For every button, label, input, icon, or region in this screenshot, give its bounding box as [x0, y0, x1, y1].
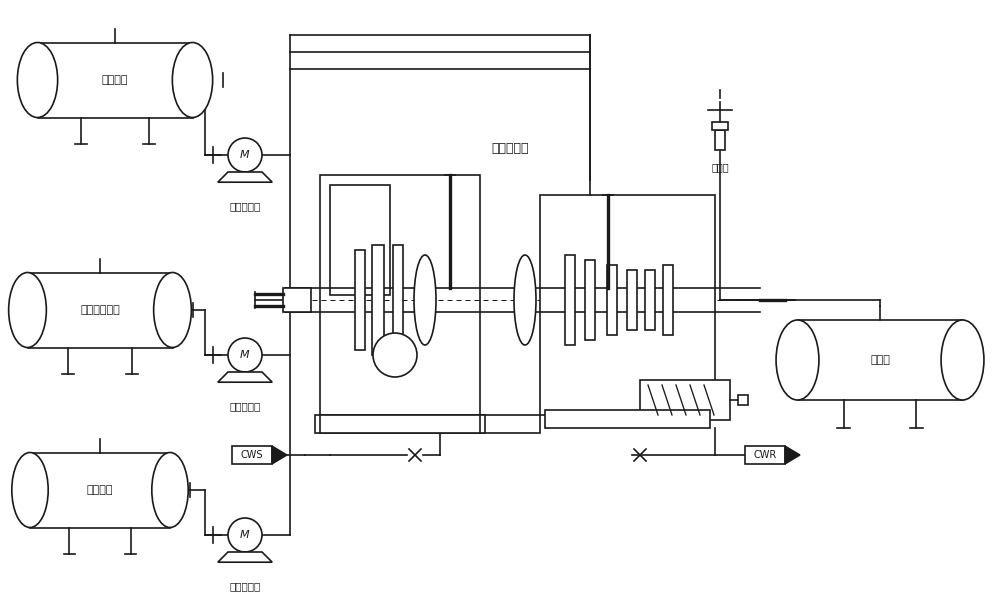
Text: 产物罐: 产物罐 — [870, 355, 890, 365]
Bar — [545, 410, 710, 428]
Polygon shape — [272, 446, 287, 464]
Text: CWS: CWS — [241, 450, 263, 460]
Bar — [645, 270, 655, 330]
Text: 液氯储罐: 液氯储罐 — [102, 75, 128, 85]
Bar — [607, 265, 617, 335]
Bar — [355, 250, 365, 350]
Bar — [712, 122, 728, 130]
Bar — [640, 380, 730, 420]
Bar — [38, 42, 192, 118]
Ellipse shape — [17, 42, 58, 118]
Bar — [28, 273, 173, 348]
Circle shape — [228, 338, 262, 372]
FancyBboxPatch shape — [232, 446, 272, 464]
Text: M: M — [240, 150, 250, 160]
Ellipse shape — [514, 255, 536, 345]
Bar — [565, 255, 575, 345]
Ellipse shape — [152, 452, 188, 528]
Bar — [663, 265, 673, 335]
Bar — [738, 395, 748, 405]
FancyBboxPatch shape — [745, 446, 785, 464]
Bar — [585, 260, 595, 340]
Text: M: M — [240, 350, 250, 360]
Bar — [330, 185, 390, 295]
Polygon shape — [218, 552, 272, 562]
Text: 管道反应器: 管道反应器 — [491, 142, 529, 155]
Bar — [320, 175, 480, 420]
Ellipse shape — [12, 452, 48, 528]
Bar — [283, 288, 311, 312]
Bar — [30, 452, 170, 528]
Text: 高压计量泵: 高压计量泵 — [229, 201, 261, 211]
Bar — [480, 415, 540, 433]
Text: 高压计量泵: 高压计量泵 — [229, 401, 261, 411]
Ellipse shape — [9, 273, 46, 348]
Text: M: M — [240, 530, 250, 540]
Polygon shape — [218, 172, 272, 182]
Bar — [627, 270, 637, 330]
Polygon shape — [218, 372, 272, 382]
Circle shape — [373, 333, 417, 377]
Bar — [540, 195, 715, 415]
Text: 高压计量泵: 高压计量泵 — [229, 581, 261, 591]
Bar — [315, 415, 485, 433]
Ellipse shape — [414, 255, 436, 345]
Bar — [393, 245, 403, 355]
Ellipse shape — [941, 320, 984, 400]
Text: 盐酸储罐: 盐酸储罐 — [87, 485, 113, 495]
Ellipse shape — [172, 42, 213, 118]
Text: 二硫化碳储罐: 二硫化碳储罐 — [80, 305, 120, 315]
Ellipse shape — [154, 273, 191, 348]
Circle shape — [228, 138, 262, 172]
Bar — [320, 415, 480, 433]
Polygon shape — [785, 446, 800, 464]
Ellipse shape — [776, 320, 819, 400]
Bar — [715, 130, 725, 150]
Text: CWR: CWR — [753, 450, 777, 460]
Circle shape — [228, 518, 262, 552]
Bar — [798, 320, 962, 400]
Text: 背压阀: 背压阀 — [711, 162, 729, 172]
Bar — [372, 245, 384, 355]
